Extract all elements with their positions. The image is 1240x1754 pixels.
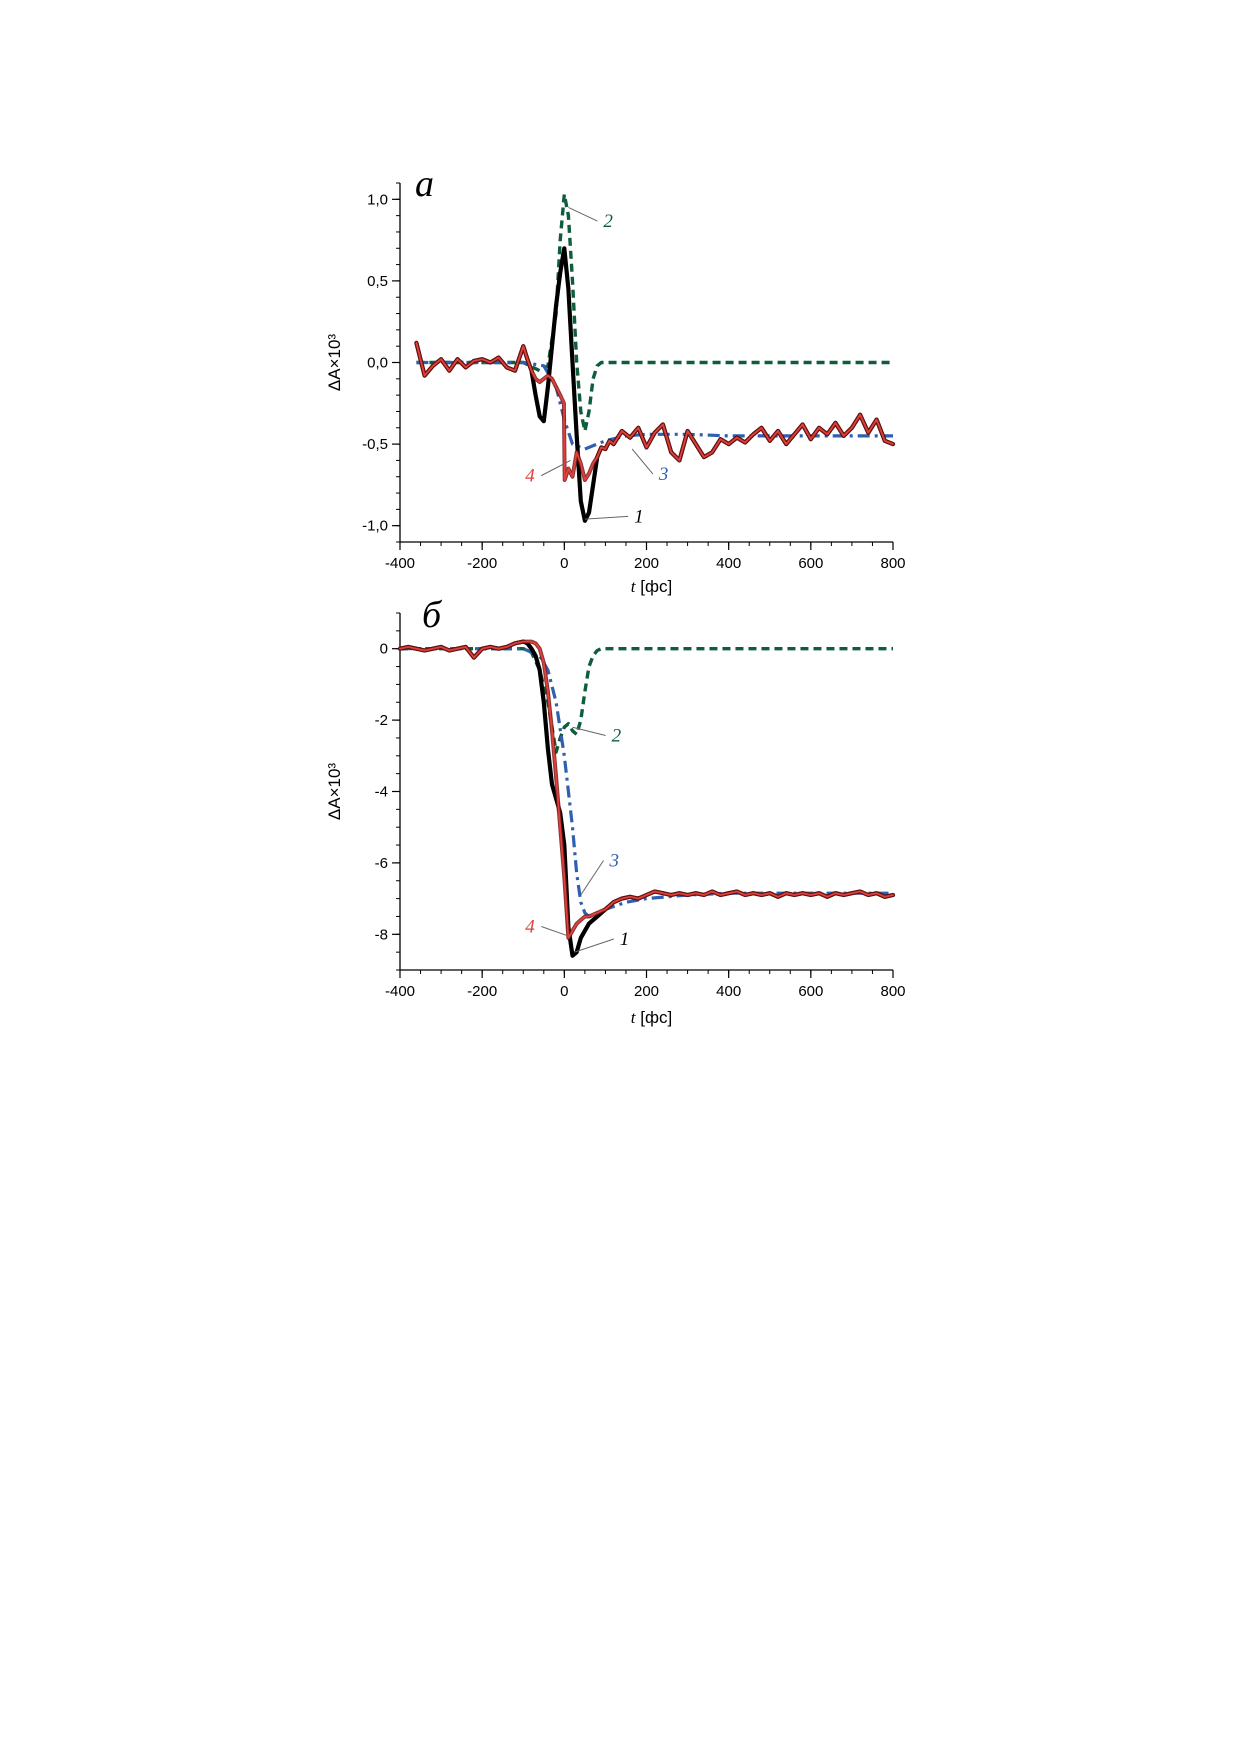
- callout-label-2: 2: [612, 726, 622, 747]
- series-3-line: [400, 647, 893, 919]
- series-1-line: [397, 639, 896, 958]
- x-tick-label: 0: [560, 983, 568, 1000]
- x-tick-label: 800: [880, 555, 905, 572]
- series-2-line: [400, 647, 893, 754]
- y-tick-label: -0,5: [362, 436, 388, 453]
- panel-label: а: [415, 163, 434, 205]
- callout-label-3: 3: [609, 850, 620, 871]
- x-tick-label: 400: [716, 555, 741, 572]
- x-tick-label: -400: [385, 983, 415, 1000]
- x-tick-label: 0: [560, 555, 568, 572]
- series-4-line: [415, 341, 894, 481]
- callout-label-3: 3: [658, 464, 669, 485]
- x-tick-label: -400: [385, 555, 415, 572]
- callout-leader-1: [574, 938, 614, 953]
- callout-label-1: 1: [634, 506, 644, 527]
- x-tick-label: -200: [467, 555, 497, 572]
- x-axis-variable: t: [631, 1008, 637, 1027]
- callout-leader-3: [631, 448, 654, 475]
- chart-panel-a: -400 -200 0 200 400 600 800 -1,0 -0,5 0,0 0,5 1,0 t …: [325, 163, 906, 596]
- callout-label-1: 1: [620, 929, 630, 950]
- x-axis-title: t [фс]: [631, 577, 672, 596]
- x-tick-label: 600: [798, 983, 823, 1000]
- y-tick-label: -8: [375, 926, 388, 943]
- callout-leader-1: [584, 515, 629, 520]
- x-axis-variable: t: [631, 577, 637, 596]
- x-tick-label: 600: [798, 555, 823, 572]
- x-tick-label: 200: [634, 555, 659, 572]
- x-tick-label: 400: [716, 983, 741, 1000]
- y-tick-label: -6: [375, 855, 388, 872]
- callout-label-4: 4: [525, 466, 535, 487]
- y-tick-label: 0: [380, 641, 388, 658]
- callout-leader-3: [580, 860, 604, 896]
- series-2-line: [416, 192, 893, 433]
- callout-leader-2: [572, 726, 606, 737]
- y-axis-title: ΔA×10³: [325, 334, 344, 392]
- callout-label-4: 4: [525, 917, 535, 938]
- callout-leader-4: [541, 926, 569, 937]
- y-tick-label: 0,0: [367, 355, 388, 372]
- y-tick-label: 1,0: [367, 191, 388, 208]
- chart-panel-b: -400 -200 0 200 400 600 800 -8 -6 -4 -2 0 t [фс] ΔA×1…: [325, 594, 906, 1027]
- y-tick-label: -4: [375, 784, 388, 801]
- x-tick-label: -200: [467, 983, 497, 1000]
- callout-leader-2: [568, 207, 598, 222]
- callout-leader-4: [541, 459, 571, 477]
- panel-label: б: [422, 594, 443, 636]
- x-axis-unit: [фс]: [636, 577, 673, 596]
- x-axis-title: t [фс]: [631, 1008, 672, 1027]
- y-axis-title: ΔA×10³: [325, 763, 344, 821]
- y-tick-label: 0,5: [367, 273, 388, 290]
- x-tick-label: 800: [880, 983, 905, 1000]
- y-tick-label: -1,0: [362, 518, 388, 535]
- y-tick-label: -2: [375, 712, 388, 729]
- callout-label-2: 2: [603, 211, 613, 232]
- series-1-line: [414, 246, 896, 523]
- x-axis-unit: [фс]: [636, 1008, 673, 1027]
- series-4-line: [399, 640, 894, 939]
- x-tick-label: 200: [634, 983, 659, 1000]
